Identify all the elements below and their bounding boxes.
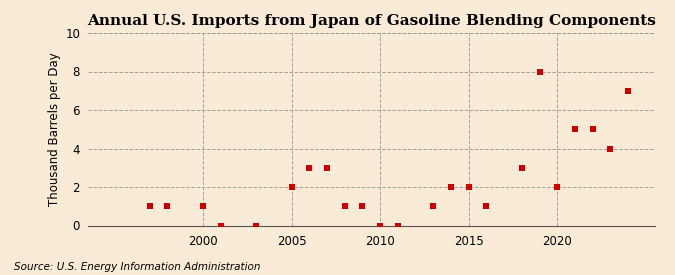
Point <box>162 204 173 208</box>
Point <box>481 204 492 208</box>
Point <box>321 166 332 170</box>
Point <box>198 204 209 208</box>
Point <box>446 185 456 189</box>
Point <box>587 127 598 131</box>
Point <box>215 223 226 228</box>
Text: Source: U.S. Energy Information Administration: Source: U.S. Energy Information Administ… <box>14 262 260 272</box>
Point <box>623 89 634 93</box>
Point <box>286 185 297 189</box>
Point <box>375 223 385 228</box>
Point <box>304 166 315 170</box>
Point <box>392 223 403 228</box>
Point <box>144 204 155 208</box>
Point <box>570 127 580 131</box>
Point <box>250 223 261 228</box>
Point <box>605 146 616 151</box>
Point <box>428 204 439 208</box>
Point <box>340 204 350 208</box>
Point <box>552 185 563 189</box>
Point <box>534 69 545 74</box>
Point <box>357 204 368 208</box>
Point <box>463 185 474 189</box>
Point <box>516 166 527 170</box>
Y-axis label: Thousand Barrels per Day: Thousand Barrels per Day <box>48 52 61 206</box>
Title: Annual U.S. Imports from Japan of Gasoline Blending Components: Annual U.S. Imports from Japan of Gasoli… <box>87 14 655 28</box>
